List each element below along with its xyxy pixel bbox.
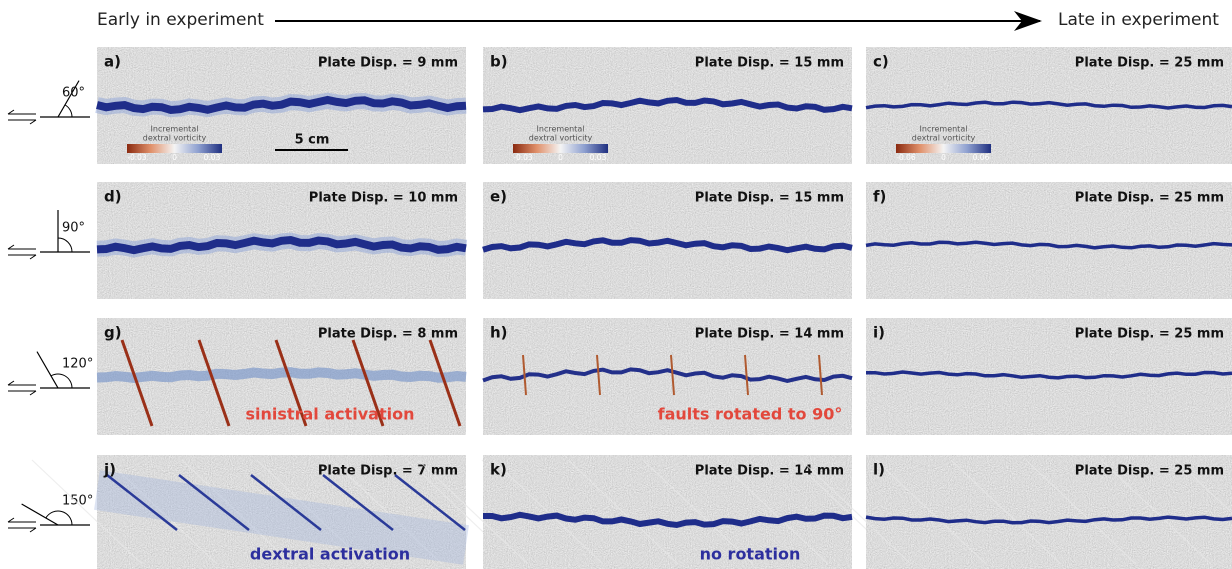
- plate-displacement: Plate Disp. = 25 mm: [1075, 464, 1224, 479]
- icon-fault: [37, 352, 58, 388]
- angle-icon: 90°: [8, 210, 90, 259]
- colorbar-tick: -0.03: [127, 153, 147, 162]
- panel-letter: c): [873, 53, 889, 71]
- plate-displacement: Plate Disp. = 14 mm: [695, 464, 844, 479]
- panel-letter: b): [490, 53, 508, 71]
- angle-label: 150°: [62, 494, 93, 509]
- header-end: Late in experiment: [1058, 10, 1219, 30]
- panel: l) Plate Disp. = 25 mm: [801, 455, 1232, 569]
- panel: d) Plate Disp. = 10 mm: [97, 182, 466, 299]
- plate-displacement: Plate Disp. = 14 mm: [695, 327, 844, 342]
- plate-displacement: Plate Disp. = 15 mm: [695, 56, 844, 71]
- panel-letter: f): [873, 188, 886, 206]
- panel: f) Plate Disp. = 25 mm: [866, 182, 1232, 299]
- plate-displacement: Plate Disp. = 10 mm: [309, 191, 458, 206]
- colorbar-title: Incremental: [920, 125, 968, 134]
- angle-label: 90°: [62, 221, 85, 236]
- colorbar: [513, 144, 608, 153]
- annotation: dextral activation: [250, 545, 410, 564]
- colorbar-tick: 0.03: [590, 153, 607, 162]
- colorbar-tick: -0.03: [513, 153, 533, 162]
- panel: b) Plate Disp. = 15 mm Incrementaldextral …: [483, 47, 852, 164]
- colorbar-title: dextral vorticity: [143, 134, 207, 143]
- colorbar-tick: 0: [941, 153, 946, 162]
- icon-arc: [58, 238, 72, 252]
- angle-label: 60°: [62, 86, 85, 101]
- colorbar-tick: 0.06: [973, 153, 990, 162]
- colorbar-title: dextral vorticity: [529, 134, 593, 143]
- panel-letter: a): [104, 53, 121, 71]
- colorbar-tick: -0.06: [896, 153, 916, 162]
- panel-letter: i): [873, 324, 885, 342]
- annotation: no rotation: [700, 545, 801, 564]
- panel: i) Plate Disp. = 25 mm: [866, 318, 1232, 435]
- scale-label: 5 cm: [295, 133, 330, 148]
- icon-arc: [46, 511, 72, 525]
- figure: Early in experiment Late in experiment 6…: [0, 0, 1232, 569]
- colorbar-title: dextral vorticity: [912, 134, 976, 143]
- angle-icon: 120°: [8, 352, 93, 395]
- colorbar-title: Incremental: [537, 125, 585, 134]
- plate-displacement: Plate Disp. = 7 mm: [318, 464, 458, 479]
- shear-zone: [97, 372, 466, 378]
- colorbar-tick: 0.03: [204, 153, 221, 162]
- colorbar: [127, 144, 222, 153]
- panel: c) Plate Disp. = 25 mm Incrementaldextral …: [866, 47, 1232, 164]
- panel-letter: k): [490, 461, 507, 479]
- panel-letter: j): [103, 461, 116, 479]
- panel: h) Plate Disp. = 14 mm faults rotated to 9…: [483, 318, 852, 435]
- colorbar-tick: 0: [558, 153, 563, 162]
- header-start: Early in experiment: [97, 10, 264, 30]
- plate-displacement: Plate Disp. = 9 mm: [318, 56, 458, 71]
- plate-displacement: Plate Disp. = 15 mm: [695, 191, 844, 206]
- panel-letter: e): [490, 188, 507, 206]
- colorbar-title: Incremental: [151, 125, 199, 134]
- shear-arrows: [8, 110, 36, 124]
- annotation: sinistral activation: [246, 405, 415, 424]
- plate-displacement: Plate Disp. = 8 mm: [318, 327, 458, 342]
- panel: e) Plate Disp. = 15 mm: [483, 182, 852, 299]
- plate-displacement: Plate Disp. = 25 mm: [1075, 327, 1224, 342]
- angle-label: 120°: [62, 357, 93, 372]
- plate-displacement: Plate Disp. = 25 mm: [1075, 191, 1224, 206]
- icon-arc: [65, 105, 72, 117]
- shear-arrows: [8, 245, 36, 259]
- angle-icon: 150°: [8, 494, 93, 533]
- panel-letter: d): [104, 188, 122, 206]
- panel-letter: g): [104, 324, 122, 342]
- angle-icon: 60°: [8, 81, 90, 124]
- plate-displacement: Plate Disp. = 25 mm: [1075, 56, 1224, 71]
- panel-letter: l): [873, 461, 885, 479]
- colorbar: [896, 144, 991, 153]
- annotation: faults rotated to 90°: [658, 405, 843, 424]
- panel-letter: h): [490, 324, 508, 342]
- panel: g) Plate Disp. = 8 mm sinistral activation: [97, 318, 466, 435]
- shear-arrows: [8, 518, 36, 532]
- colorbar-tick: 0: [172, 153, 177, 162]
- shear-arrows: [8, 381, 36, 395]
